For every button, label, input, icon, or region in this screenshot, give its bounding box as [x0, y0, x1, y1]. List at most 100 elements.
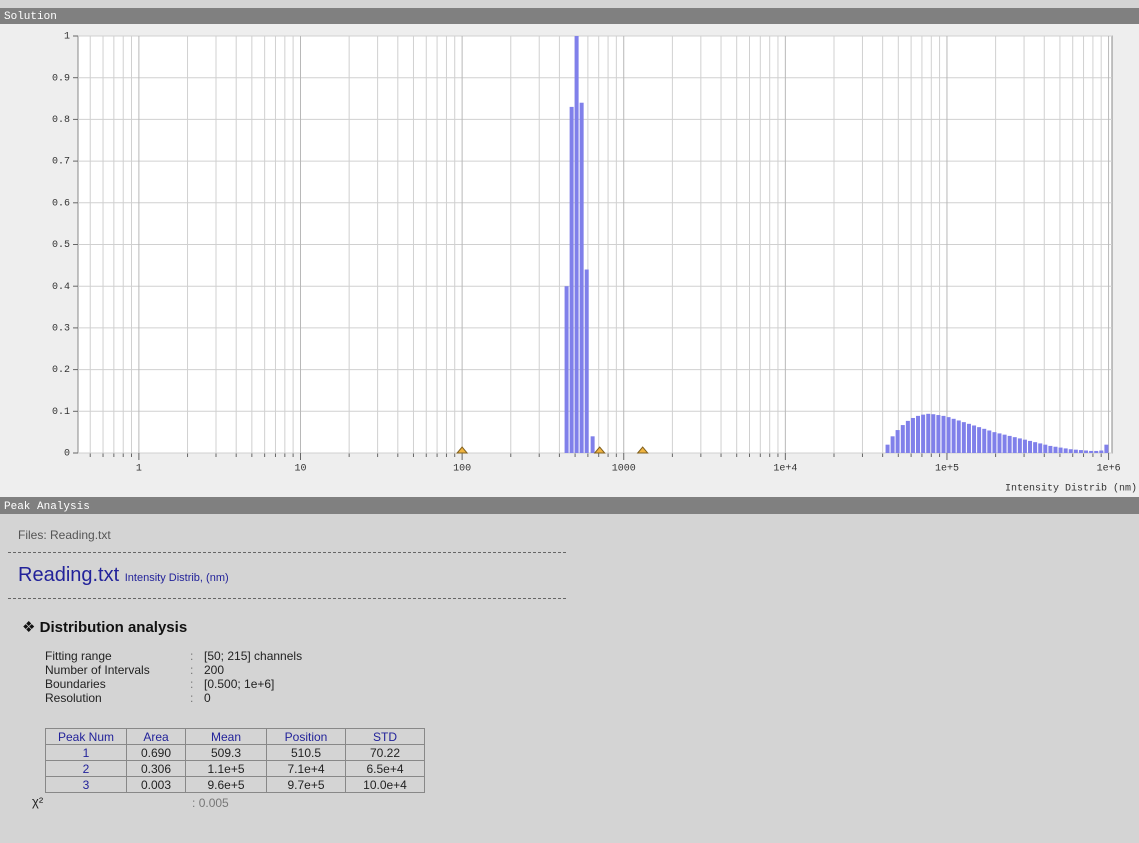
divider [8, 552, 566, 553]
bar [1048, 445, 1053, 453]
separator: : [190, 649, 194, 663]
bar [997, 433, 1002, 453]
bar [1053, 446, 1058, 453]
bar [900, 425, 905, 453]
bar [961, 422, 966, 453]
bar [921, 414, 926, 453]
bar [941, 415, 946, 453]
table-cell: 510.5 [266, 744, 346, 761]
boundary-marker [456, 446, 469, 454]
bar [1028, 440, 1033, 453]
table-cell: 0.306 [126, 760, 186, 777]
bar [1038, 443, 1043, 453]
x-tick-label: 1 [136, 464, 142, 475]
table-cell: 0.690 [126, 744, 186, 761]
chi-value-wrap: : 0.005 [192, 796, 229, 810]
table-cell: 6.5e+4 [345, 760, 425, 777]
bar [1033, 442, 1038, 453]
bar [590, 436, 595, 453]
bar [956, 420, 961, 453]
bar [931, 414, 936, 453]
x-tick-label: 1e+4 [773, 464, 797, 475]
table-cell: 2 [45, 760, 127, 777]
file-subtitle: Intensity Distrib, (nm) [124, 572, 229, 584]
bar [966, 423, 971, 453]
x-tick-label: 10 [294, 464, 306, 475]
bar [987, 430, 992, 453]
bar [1084, 450, 1089, 453]
param-row: Fitting range: [50; 215] channels [45, 649, 302, 663]
param-value: [50; 215] channels [204, 649, 303, 663]
column-header: Area [126, 728, 186, 745]
header-row: Peak Num Area Mean Position STD [45, 728, 425, 745]
table-cell: 70.22 [345, 744, 425, 761]
bar [1017, 438, 1022, 453]
param-value: 200 [204, 663, 225, 677]
bar [1089, 450, 1094, 453]
column-header: STD [345, 728, 425, 745]
param-label: Number of Intervals [45, 663, 150, 677]
x-tick-label: 100 [453, 464, 471, 475]
y-tick-label: 0.1 [52, 407, 70, 418]
y-tick-label: 0.5 [52, 240, 70, 251]
column-header: Peak Num [45, 728, 127, 745]
y-tick-label: 0.8 [52, 115, 70, 126]
y-tick-label: 1 [64, 32, 70, 43]
param-row: Number of Intervals:200 [45, 663, 302, 677]
separator: : [190, 691, 194, 705]
column-header: Mean [185, 728, 267, 745]
bar [1078, 450, 1083, 453]
boundary-marker [593, 446, 606, 454]
bar [992, 432, 997, 453]
param-value: [0.500; 1e+6] [204, 677, 275, 691]
boundary-marker [636, 446, 649, 454]
y-tick-label: 0.3 [52, 324, 70, 335]
table-cell: 9.7e+5 [266, 776, 346, 793]
x-axis-label: Intensity Distrib (nm) [1005, 483, 1137, 495]
chart-title: Solution [4, 11, 57, 23]
table-cell: 1.1e+5 [185, 760, 267, 777]
chi-square: χ² : 0.005 [32, 794, 229, 810]
section-bar [0, 497, 1139, 514]
separator: : [190, 677, 194, 691]
bar [910, 417, 915, 453]
chart: Solution Intensity Distrib (nm) Peak Ana… [0, 8, 1139, 514]
bar [569, 106, 574, 453]
bar [936, 415, 941, 453]
bar [905, 420, 910, 453]
x-tick-label: 1000 [612, 464, 636, 475]
y-tick-label: 0.9 [52, 73, 70, 84]
bar [1104, 444, 1109, 453]
param-label: Boundaries [45, 677, 106, 691]
table-row: 2 0.306 1.1e+5 7.1e+4 6.5e+4 [45, 760, 425, 777]
bar [1099, 450, 1104, 453]
separator: : [190, 663, 194, 677]
bar [951, 418, 956, 453]
param-label: Fitting range [45, 649, 112, 663]
bar [946, 417, 951, 453]
file-name: Reading.txt [18, 564, 120, 586]
bar [1094, 450, 1099, 453]
section-title: Peak Analysis [4, 501, 90, 513]
table-cell: 1 [45, 744, 127, 761]
table-cell: 509.3 [185, 744, 267, 761]
bar [1007, 435, 1012, 453]
table-row: 3 0.003 9.6e+5 9.7e+5 10.0e+4 [45, 776, 425, 793]
table-cell: 0.003 [126, 776, 186, 793]
bar [890, 436, 895, 453]
bar [1043, 444, 1048, 453]
x-tick-label: 1e+6 [1097, 464, 1121, 475]
bar [1063, 448, 1068, 453]
y-tick-label: 0.2 [52, 365, 70, 376]
x-tick-label: 1e+5 [935, 464, 959, 475]
bar [584, 269, 589, 453]
param-label: Resolution [45, 691, 102, 705]
bar [982, 428, 987, 453]
bar [564, 286, 569, 453]
bar [1012, 437, 1017, 453]
y-tick-label: 0 [64, 449, 70, 460]
bar [579, 102, 584, 453]
chi-label: χ² [32, 794, 44, 809]
separator: : [192, 796, 196, 810]
